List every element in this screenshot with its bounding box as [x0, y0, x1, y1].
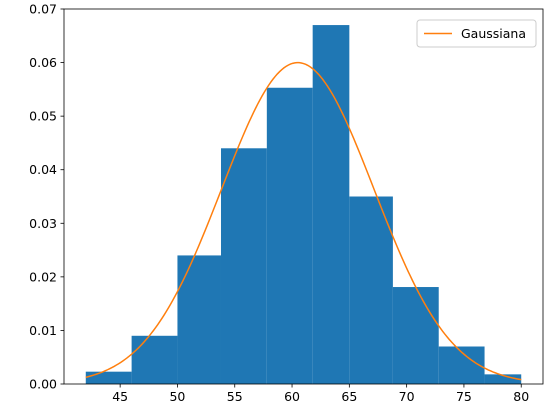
histogram-bars	[85, 25, 522, 384]
y-tick-label: 0.01	[29, 323, 57, 338]
legend: Gaussiana	[416, 19, 537, 48]
x-tick-label: 60	[284, 389, 300, 404]
histogram-bar-6	[312, 25, 350, 384]
y-tick-label: 0.07	[29, 2, 57, 17]
y-tick-label: 0.00	[29, 377, 57, 392]
y-tick-label: 0.05	[29, 109, 57, 124]
y-tick-label: 0.02	[29, 269, 57, 284]
x-tick-label: 75	[456, 389, 472, 404]
histogram-bar-5	[266, 87, 313, 384]
y-tick-label: 0.06	[29, 55, 57, 70]
x-tick-label: 55	[227, 389, 243, 404]
histogram-bar-2	[131, 335, 178, 384]
legend-label-gaussiana: Gaussiana	[461, 26, 526, 41]
histogram-bar-3	[177, 255, 221, 384]
histogram-bar-8	[392, 287, 439, 384]
y-tick-label: 0.03	[29, 216, 57, 231]
x-tick-label: 80	[513, 389, 529, 404]
y-tick-label: 0.04	[29, 162, 57, 177]
axes: 45 50 55 60 65 70 75 80 0.00 0.01 0.02 0.03 0.04 0.05…	[29, 2, 529, 405]
histogram-bar-4	[220, 148, 267, 384]
x-tick-label: 65	[341, 389, 357, 404]
x-tick-label: 50	[169, 389, 185, 404]
x-tick-label: 45	[112, 389, 128, 404]
x-tick-label: 70	[399, 389, 415, 404]
histogram-bar-7	[349, 196, 393, 384]
gaussian-curve	[85, 61, 522, 381]
histogram-bar-10	[484, 374, 522, 384]
plot-frame	[63, 8, 544, 385]
histogram-bar-1	[85, 371, 132, 384]
legend-box	[416, 19, 537, 48]
